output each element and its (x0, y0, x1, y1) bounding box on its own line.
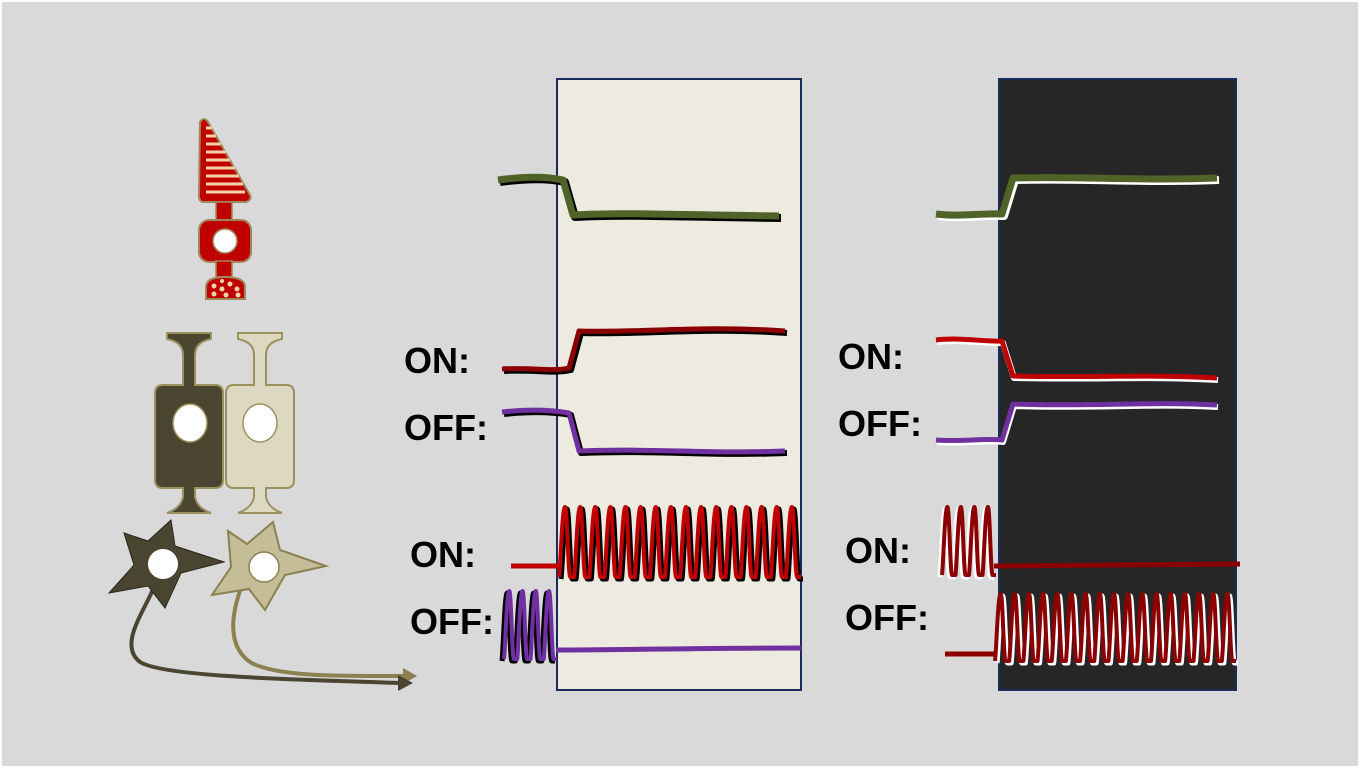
off-ganglion-trace-dark (945, 592, 1238, 666)
on-ganglion-cell-icon (107, 519, 413, 691)
on-ganglion-trace-dark (937, 505, 1241, 580)
off-bipolar-trace-light (501, 407, 788, 457)
dark-off-ganglion-label: OFF: (845, 597, 929, 638)
off-ganglion-trace-light (499, 589, 802, 664)
light-on-ganglion-label: ON: (410, 534, 476, 575)
on-ganglion-trace-light (511, 505, 803, 582)
dark-on-ganglion-label: ON: (845, 530, 911, 571)
photoreceptor-trace-dark (935, 174, 1220, 222)
on-bipolar-cell-icon (154, 332, 224, 514)
light-condition-panel (556, 78, 802, 691)
light-off-bipolar-label: OFF: (404, 407, 488, 448)
off-bipolar-cell-icon (225, 332, 295, 514)
off-ganglion-cell-icon (209, 520, 417, 684)
rod-photoreceptor-icon (197, 118, 252, 300)
light-on-bipolar-label: ON: (404, 340, 470, 381)
dark-on-bipolar-label: ON: (838, 336, 904, 377)
off-bipolar-trace-dark (935, 401, 1219, 446)
dark-off-bipolar-label: OFF: (838, 403, 922, 444)
photoreceptor-trace-light (497, 173, 782, 222)
light-off-ganglion-label: OFF: (410, 601, 494, 642)
on-bipolar-trace-light (501, 326, 788, 375)
on-bipolar-trace-dark (935, 336, 1219, 383)
